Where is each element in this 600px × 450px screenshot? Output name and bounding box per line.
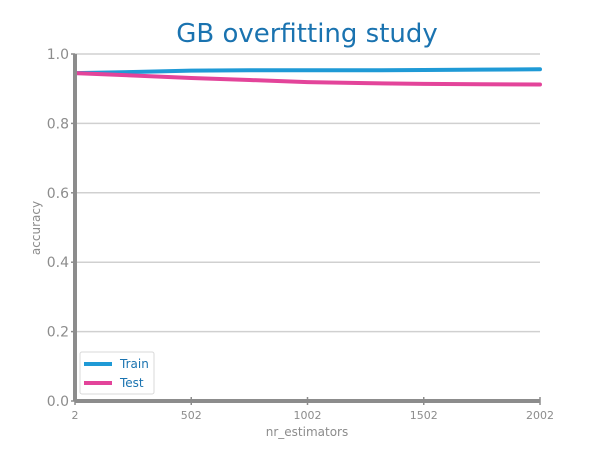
series-line-train <box>73 67 542 76</box>
y-tick-label-0: 0.0 <box>47 394 69 410</box>
legend-label-train: Train <box>119 357 149 371</box>
axes <box>73 54 540 403</box>
series-line-test <box>73 71 542 87</box>
series-layer <box>73 67 542 87</box>
x-tick-label-2: 1002 <box>294 409 322 422</box>
x-axis-label: nr_estimators <box>266 425 349 439</box>
x-tick-label-0: 2 <box>72 409 79 422</box>
legend: Train Test <box>79 351 155 395</box>
y-tick-label-1: 0.2 <box>47 325 69 341</box>
x-tick-label-1: 502 <box>181 409 202 422</box>
y-tick-label-3: 0.6 <box>47 186 69 202</box>
y-axis-label: accuracy <box>29 201 43 255</box>
x-tick-label-3: 1502 <box>410 409 438 422</box>
x-tick-label-4: 2002 <box>526 409 554 422</box>
y-ticks: 0.0 0.2 0.4 0.6 0.8 1.0 <box>47 47 75 410</box>
legend-label-test: Test <box>119 376 144 390</box>
y-tick-label-5: 1.0 <box>47 47 69 63</box>
x-ticks: 2 502 1002 1502 2002 <box>72 397 554 422</box>
chart-title: GB overfitting study <box>176 19 438 49</box>
y-tick-label-4: 0.8 <box>47 116 69 132</box>
y-tick-label-2: 0.4 <box>47 255 69 271</box>
grid <box>75 53 540 402</box>
